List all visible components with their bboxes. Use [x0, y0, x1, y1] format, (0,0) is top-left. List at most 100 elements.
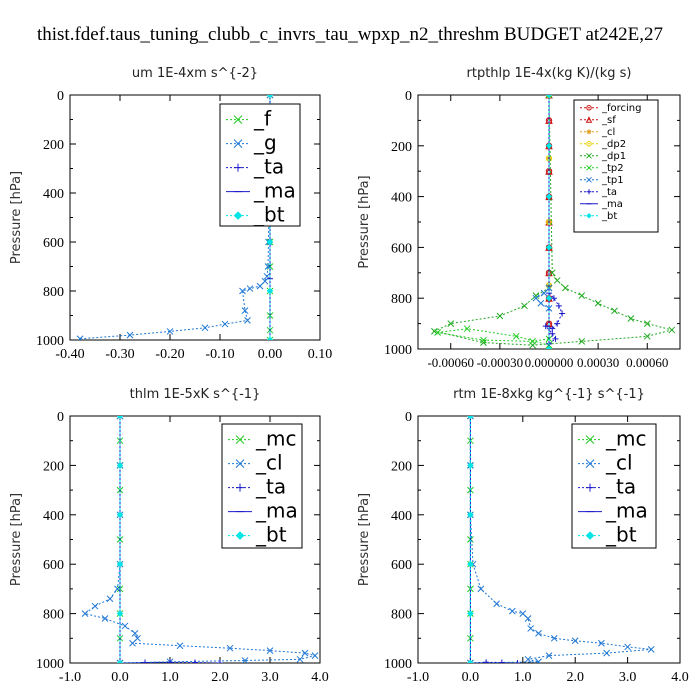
- legend-label: _sf: [601, 115, 616, 126]
- data-point: [527, 625, 535, 632]
- x-tick-label: 1.0: [514, 670, 532, 685]
- legend-label: _ma: [255, 499, 298, 523]
- data-point: [106, 595, 114, 603]
- legend-label: _ma: [605, 499, 648, 523]
- data-point: [176, 642, 184, 650]
- y-tick-label: 600: [391, 241, 412, 256]
- data-point: [545, 652, 553, 659]
- data-point: [246, 285, 254, 292]
- data-point: [239, 287, 246, 295]
- series-line-cl: [469, 416, 652, 663]
- figure-title: thist.fdef.taus_tuning_clubb_c_invrs_tau…: [37, 24, 663, 45]
- y-tick-label: 1000: [36, 657, 64, 672]
- data-point: [549, 330, 556, 337]
- y-tick-label: 600: [391, 558, 412, 573]
- data-point: [256, 282, 264, 290]
- x-tick-label: 0.0: [111, 670, 129, 685]
- x-tick-label: 0.0: [462, 670, 480, 685]
- y-axis-label: Pressure [hPa]: [357, 493, 372, 586]
- data-point: [529, 338, 536, 345]
- chart-title: um 1E-4xm s^{-2}: [132, 66, 258, 81]
- legend-marker: [586, 141, 592, 147]
- legend-marker: [234, 163, 242, 172]
- x-tick-label: -1.0: [407, 670, 429, 685]
- legend-label: _ta: [255, 475, 286, 499]
- legend-label: _tp1: [601, 175, 624, 186]
- data-point: [266, 336, 274, 340]
- legend-label: _tp2: [601, 163, 624, 174]
- legend-label: _cl: [601, 127, 615, 138]
- data-point: [550, 634, 558, 642]
- data-point: [296, 655, 304, 663]
- legend-label: _bt: [601, 211, 617, 222]
- data-point: [463, 325, 471, 333]
- data-point: [562, 284, 569, 292]
- data-point: [519, 610, 527, 617]
- data-point: [571, 637, 579, 645]
- data-point: [624, 643, 631, 651]
- legend-marker: [235, 531, 245, 540]
- legend-label: _mc: [605, 427, 646, 451]
- y-tick-label: 400: [391, 509, 412, 524]
- legend-marker: [586, 152, 592, 159]
- data-point: [514, 660, 521, 663]
- data-point: [201, 324, 209, 332]
- data-point: [126, 331, 134, 339]
- chart-panel-1: um 1E-4xm s^{-2} Pressure [hPa] 0 200 400 600…: [9, 66, 332, 362]
- legend-label: _g: [253, 131, 277, 155]
- data-point: [166, 328, 174, 335]
- data-point: [545, 95, 553, 99]
- data-point: [467, 659, 474, 663]
- data-point: [545, 294, 553, 302]
- data-point: [477, 585, 485, 593]
- y-tick-label: 600: [43, 558, 64, 573]
- legend-marker: [235, 435, 245, 444]
- data-point: [548, 269, 556, 277]
- x-tick-label: 4.0: [311, 670, 329, 685]
- data-point: [241, 657, 249, 663]
- data-point: [545, 345, 553, 349]
- legend-label: _mc: [255, 427, 296, 451]
- data-point: [578, 292, 586, 300]
- x-tick-label: 1.0: [161, 670, 179, 685]
- data-point: [81, 610, 89, 617]
- y-tick-label: 600: [43, 236, 64, 251]
- legend-box: [221, 423, 303, 549]
- y-tick-label: 0: [57, 89, 64, 104]
- chart-title: rtm 1E-8xkg kg^{-1} s^{-1}: [453, 387, 645, 402]
- data-point: [131, 630, 139, 637]
- legend: _mc_cl_ta_ma_bt: [221, 423, 303, 549]
- legend-marker: [586, 164, 592, 171]
- data-point: [266, 95, 274, 99]
- x-tick-label: -1.0: [59, 670, 81, 685]
- data-point: [496, 312, 504, 320]
- data-point: [535, 658, 542, 663]
- legend: _forcing_sf_cl_dp2_dp1_tp2_tp1_ta_ma_bt: [573, 99, 659, 233]
- data-point: [467, 462, 474, 469]
- chart-panel-3: thlm 1E-5xK s^{-1} Pressure [hPa] 0 200 400 6…: [9, 387, 329, 685]
- data-point: [498, 659, 505, 663]
- data-point: [447, 320, 455, 327]
- data-point: [480, 336, 487, 344]
- legend-label: _bt: [605, 523, 637, 547]
- legend-marker: [585, 459, 595, 468]
- data-point: [643, 320, 651, 327]
- data-point: [578, 338, 586, 345]
- chart-title: rtpthlp 1E-4x(kg K)/(kg s): [467, 66, 632, 81]
- data-point: [542, 323, 549, 330]
- y-axis-label: Pressure [hPa]: [9, 171, 24, 264]
- y-tick-label: 1000: [384, 343, 412, 358]
- y-tick-label: 400: [43, 187, 64, 202]
- legend-label: _dp1: [601, 151, 626, 162]
- data-point: [266, 647, 274, 655]
- data-point: [467, 659, 474, 663]
- data-point: [524, 615, 532, 622]
- data-point: [521, 302, 528, 310]
- legend-marker: [586, 483, 594, 492]
- x-tick-label: 0.00060: [626, 355, 668, 370]
- data-point: [537, 299, 545, 307]
- data-point: [266, 95, 274, 99]
- data-point: [467, 416, 474, 420]
- x-tick-label: 2.0: [211, 670, 229, 685]
- y-tick-label: 1000: [384, 657, 412, 672]
